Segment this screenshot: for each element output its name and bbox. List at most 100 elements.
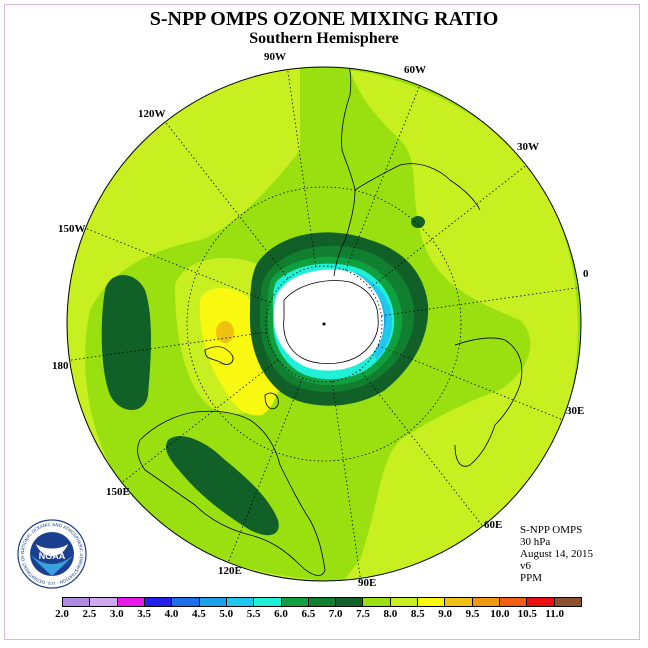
map-title: S-NPP OMPS OZONE MIXING RATIO xyxy=(149,8,499,30)
meridian-line xyxy=(165,121,289,279)
colorbar-tick-label: 7.0 xyxy=(328,608,343,620)
colorbar-segment xyxy=(90,598,118,606)
ozone-field xyxy=(67,67,581,581)
label-lon-30w: 30W xyxy=(517,141,539,153)
label-lon-150e: 150E xyxy=(106,486,130,498)
colorbar-tick-label: 4.5 xyxy=(191,608,206,620)
meridian-line xyxy=(377,345,563,421)
colorbar-tick-label: 2.5 xyxy=(82,608,97,620)
logo-gull-icon xyxy=(36,544,68,556)
colorbar-tick-label: 10.5 xyxy=(517,608,537,620)
colorbar-tick-label: 4.0 xyxy=(164,608,179,620)
label-lon-120e: 120E xyxy=(218,565,242,577)
south-america-east-coast xyxy=(354,163,481,211)
info-block: S-NPP OMPS 30 hPa August 14, 2015 v6 PPM xyxy=(520,524,593,584)
antarctica-coastline xyxy=(283,280,379,365)
colorbar-tick-label: 11.0 xyxy=(545,608,564,620)
colorbar-tick-label: 9.5 xyxy=(465,608,480,620)
label-lon-150w: 150W xyxy=(58,223,86,235)
page-frame xyxy=(4,4,640,640)
colorbar-segment xyxy=(418,598,446,606)
colorbar-segment xyxy=(172,598,200,606)
colorbar-tick-label: 6.5 xyxy=(301,608,316,620)
colorbar-segment xyxy=(363,598,391,606)
field-7-0-ppm-small-patch xyxy=(411,216,425,228)
colorbar-segment xyxy=(554,598,581,606)
logo-acronym: NOAA xyxy=(39,551,66,561)
field-8-0-ppm-east xyxy=(340,70,578,581)
logo-wave-icon xyxy=(30,554,74,576)
meridian-line xyxy=(381,287,579,317)
latitude-circle-75s xyxy=(265,265,383,383)
south-america-coastline xyxy=(333,67,356,277)
colorbar-segment xyxy=(254,598,282,606)
colorbar-tick-label: 2.0 xyxy=(55,608,69,620)
australia-coastline xyxy=(137,410,326,576)
meridian-line xyxy=(121,359,279,483)
label-lon-60e: 60E xyxy=(484,519,503,531)
field-9-0-ppm xyxy=(216,321,234,343)
colorbar-tick-label: 5.0 xyxy=(219,608,234,620)
colorbar-segment xyxy=(308,598,337,606)
colorbar-segment xyxy=(63,598,91,606)
meridian-lines xyxy=(69,69,579,579)
field-7-0-ppm-south-band xyxy=(165,436,279,536)
info-level: 30 hPa xyxy=(520,536,551,548)
colorbar-ticks: 2.0 2.5 3.0 3.5 4.0 4.5 5.0 5.5 6.0 6.5 7.0 7.5 8.0 8… xyxy=(55,608,582,622)
new-zealand-coastline xyxy=(204,346,234,365)
colorbar-segment xyxy=(144,598,173,606)
colorbar-tick-label: 3.5 xyxy=(137,608,151,620)
colorbar-tick-label: 7.5 xyxy=(356,608,370,620)
label-lon-180: 180 xyxy=(52,360,69,372)
colorbar-tick-label: 3.0 xyxy=(109,608,124,620)
label-lon-90w: 90W xyxy=(264,51,286,63)
no-data-polar-night xyxy=(274,269,385,371)
coastlines xyxy=(137,67,523,576)
meridian-line xyxy=(331,381,361,579)
colorbar-segment xyxy=(336,598,364,606)
label-lon-120w: 120W xyxy=(138,108,166,120)
latitude-circle-60s xyxy=(186,186,462,462)
map-boundary-circle xyxy=(66,66,582,582)
colorbar-tick-label: 5.5 xyxy=(246,608,261,620)
meridian-line xyxy=(85,227,271,303)
meridian-line xyxy=(359,369,483,527)
meridian-line xyxy=(369,165,527,289)
meridian-line xyxy=(227,377,303,563)
colorbar-tick-label: 8.0 xyxy=(383,608,398,620)
info-version: v6 xyxy=(520,560,531,572)
colorbar-segment xyxy=(199,598,227,606)
colorbar-tick-label: 9.0 xyxy=(438,608,453,620)
info-instrument: S-NPP OMPS xyxy=(520,524,583,536)
south-pole-marker xyxy=(322,322,326,326)
colorbar-segment xyxy=(472,598,500,606)
field-7-0-ppm-west-blob xyxy=(101,275,152,410)
info-date: August 14, 2015 xyxy=(520,548,594,560)
noaa-logo: NATIONAL OCEANIC AND ATMOSPHERIC ADMINIS… xyxy=(16,518,87,589)
colorbar-tick-label: 10.0 xyxy=(490,608,510,620)
colorbar-tick-label: 6.0 xyxy=(274,608,288,620)
colorbar xyxy=(62,597,582,607)
meridian-line xyxy=(345,85,421,271)
colorbar-segment xyxy=(500,598,528,606)
colorbar-segment xyxy=(527,598,555,606)
label-lon-30e: 30E xyxy=(566,405,585,417)
label-lon-90e: 90E xyxy=(358,577,377,589)
colorbar-segment xyxy=(445,598,473,606)
colorbar-segment xyxy=(226,598,255,606)
colorbar-segment xyxy=(281,598,309,606)
meridian-line xyxy=(287,69,317,267)
label-lon-0: 0 xyxy=(583,268,589,280)
africa-coastline xyxy=(454,337,523,467)
info-units: PPM xyxy=(520,572,543,584)
meridian-line xyxy=(69,331,267,361)
colorbar-segment xyxy=(390,598,419,606)
colorbar-segment xyxy=(117,598,145,606)
map-subtitle: Southern Hemisphere xyxy=(249,30,399,47)
graticule xyxy=(69,69,579,579)
label-lon-60w: 60W xyxy=(404,64,426,76)
field-8-0-ppm-outer-ring xyxy=(67,67,330,581)
tasmania-coastline xyxy=(264,392,279,410)
